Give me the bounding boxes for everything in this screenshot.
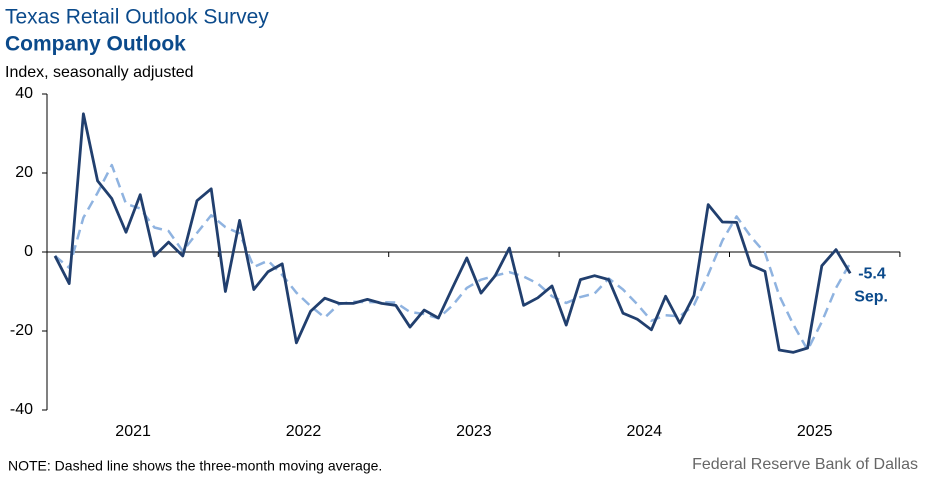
chart-title: Texas Retail Outlook Survey [5, 6, 269, 29]
y-tick-label: -40 [10, 401, 33, 418]
x-tick-label: 2021 [115, 423, 151, 440]
y-tick-label: 0 [24, 243, 33, 260]
data-label: -5.4 [858, 266, 886, 283]
note: NOTE: Dashed line shows the three-month … [8, 458, 382, 474]
y-axis-label: Index, seasonally adjusted [5, 64, 194, 81]
x-tick-label: 2025 [797, 423, 833, 440]
x-tick-label: 2024 [627, 423, 663, 440]
chart-subtitle: Company Outlook [5, 33, 186, 56]
source: Federal Reserve Bank of Dallas [692, 456, 918, 473]
moving-average-line [54, 163, 852, 352]
y-tick-label: 40 [15, 85, 33, 102]
y-tick-label: -20 [10, 322, 33, 339]
x-tick-label: 2022 [286, 423, 322, 440]
index-line [53, 112, 852, 354]
y-tick-label: 20 [15, 164, 33, 181]
x-tick-label: 2023 [456, 423, 492, 440]
annotation: Sep. [854, 289, 888, 306]
